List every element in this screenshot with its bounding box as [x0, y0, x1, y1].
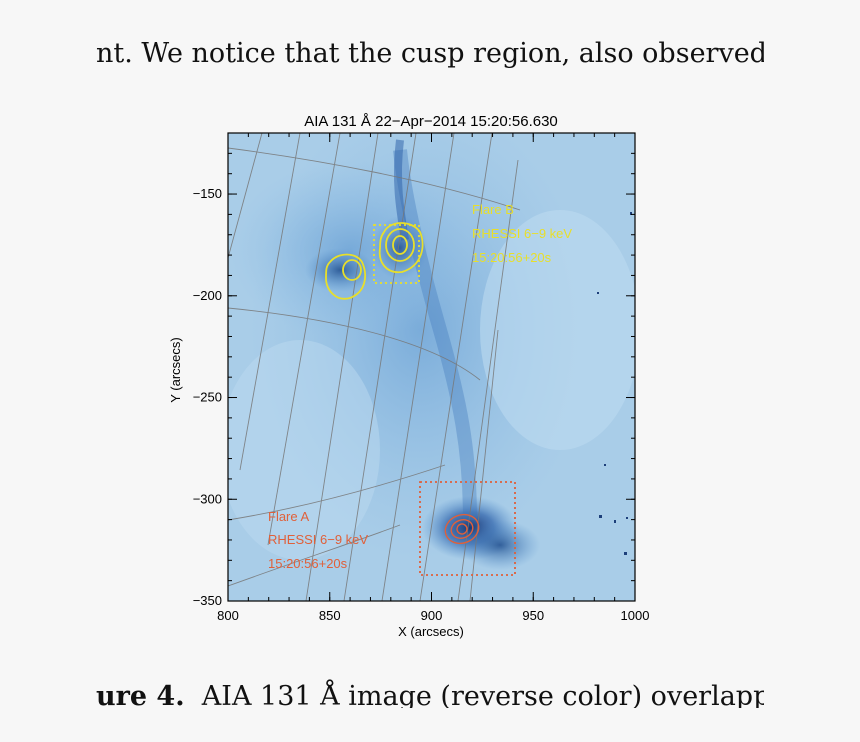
y-tick-label: −250 [193, 390, 222, 405]
flare-b-time: 15:20:56+20s [472, 250, 552, 265]
y-tick-label: −150 [193, 186, 222, 201]
x-tick-label: 900 [421, 608, 443, 623]
flare-a-instrument: RHESSI 6−9 keV [268, 532, 368, 547]
flare-b-annotation: Flare B RHESSI 6−9 keV 15:20:56+20s [472, 202, 572, 265]
y-tick-label: −200 [193, 288, 222, 303]
flare-a-time: 15:20:56+20s [268, 556, 348, 571]
y-tick-label: −300 [193, 491, 222, 506]
noise-specks [597, 212, 632, 555]
x-tick-label: 950 [522, 608, 544, 623]
flare-a-label: Flare A [268, 509, 310, 524]
flare-a-contours [419, 481, 516, 576]
y-tick-label: −350 [193, 593, 222, 608]
x-tick-label: 850 [319, 608, 341, 623]
figure-title: AIA 131 Å 22−Apr−2014 15:20:56.630 [304, 113, 558, 130]
caption-text: AIA 131 Å image (reverse color) overlapp… [201, 681, 764, 708]
flare-b-label: Flare B [472, 202, 514, 217]
body-text-line-top: nt. We notice that the cusp region, also… [96, 38, 764, 69]
flare-a-annotation: Flare A RHESSI 6−9 keV 15:20:56+20s [268, 509, 368, 571]
y-axis-label: Y (arcsecs) [168, 337, 183, 403]
flare-b-contours [325, 222, 424, 300]
x-tick-label: 800 [217, 608, 239, 623]
x-tick-label: 1000 [621, 608, 650, 623]
heliographic-grid [228, 133, 521, 601]
caption-label: ure 4. [96, 681, 185, 708]
figure-caption: ure 4. AIA 131 Å image (reverse color) o… [96, 672, 764, 708]
aia-image [228, 133, 635, 601]
x-axis-label: X (arcsecs) [398, 624, 464, 639]
flare-b-instrument: RHESSI 6−9 keV [472, 226, 572, 241]
